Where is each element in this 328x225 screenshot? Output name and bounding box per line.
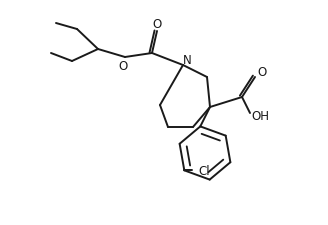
Text: Cl: Cl [198,164,210,177]
Text: O: O [257,66,267,79]
Text: O: O [153,18,162,31]
Text: O: O [118,59,128,72]
Text: OH: OH [251,110,269,123]
Text: N: N [183,53,191,66]
